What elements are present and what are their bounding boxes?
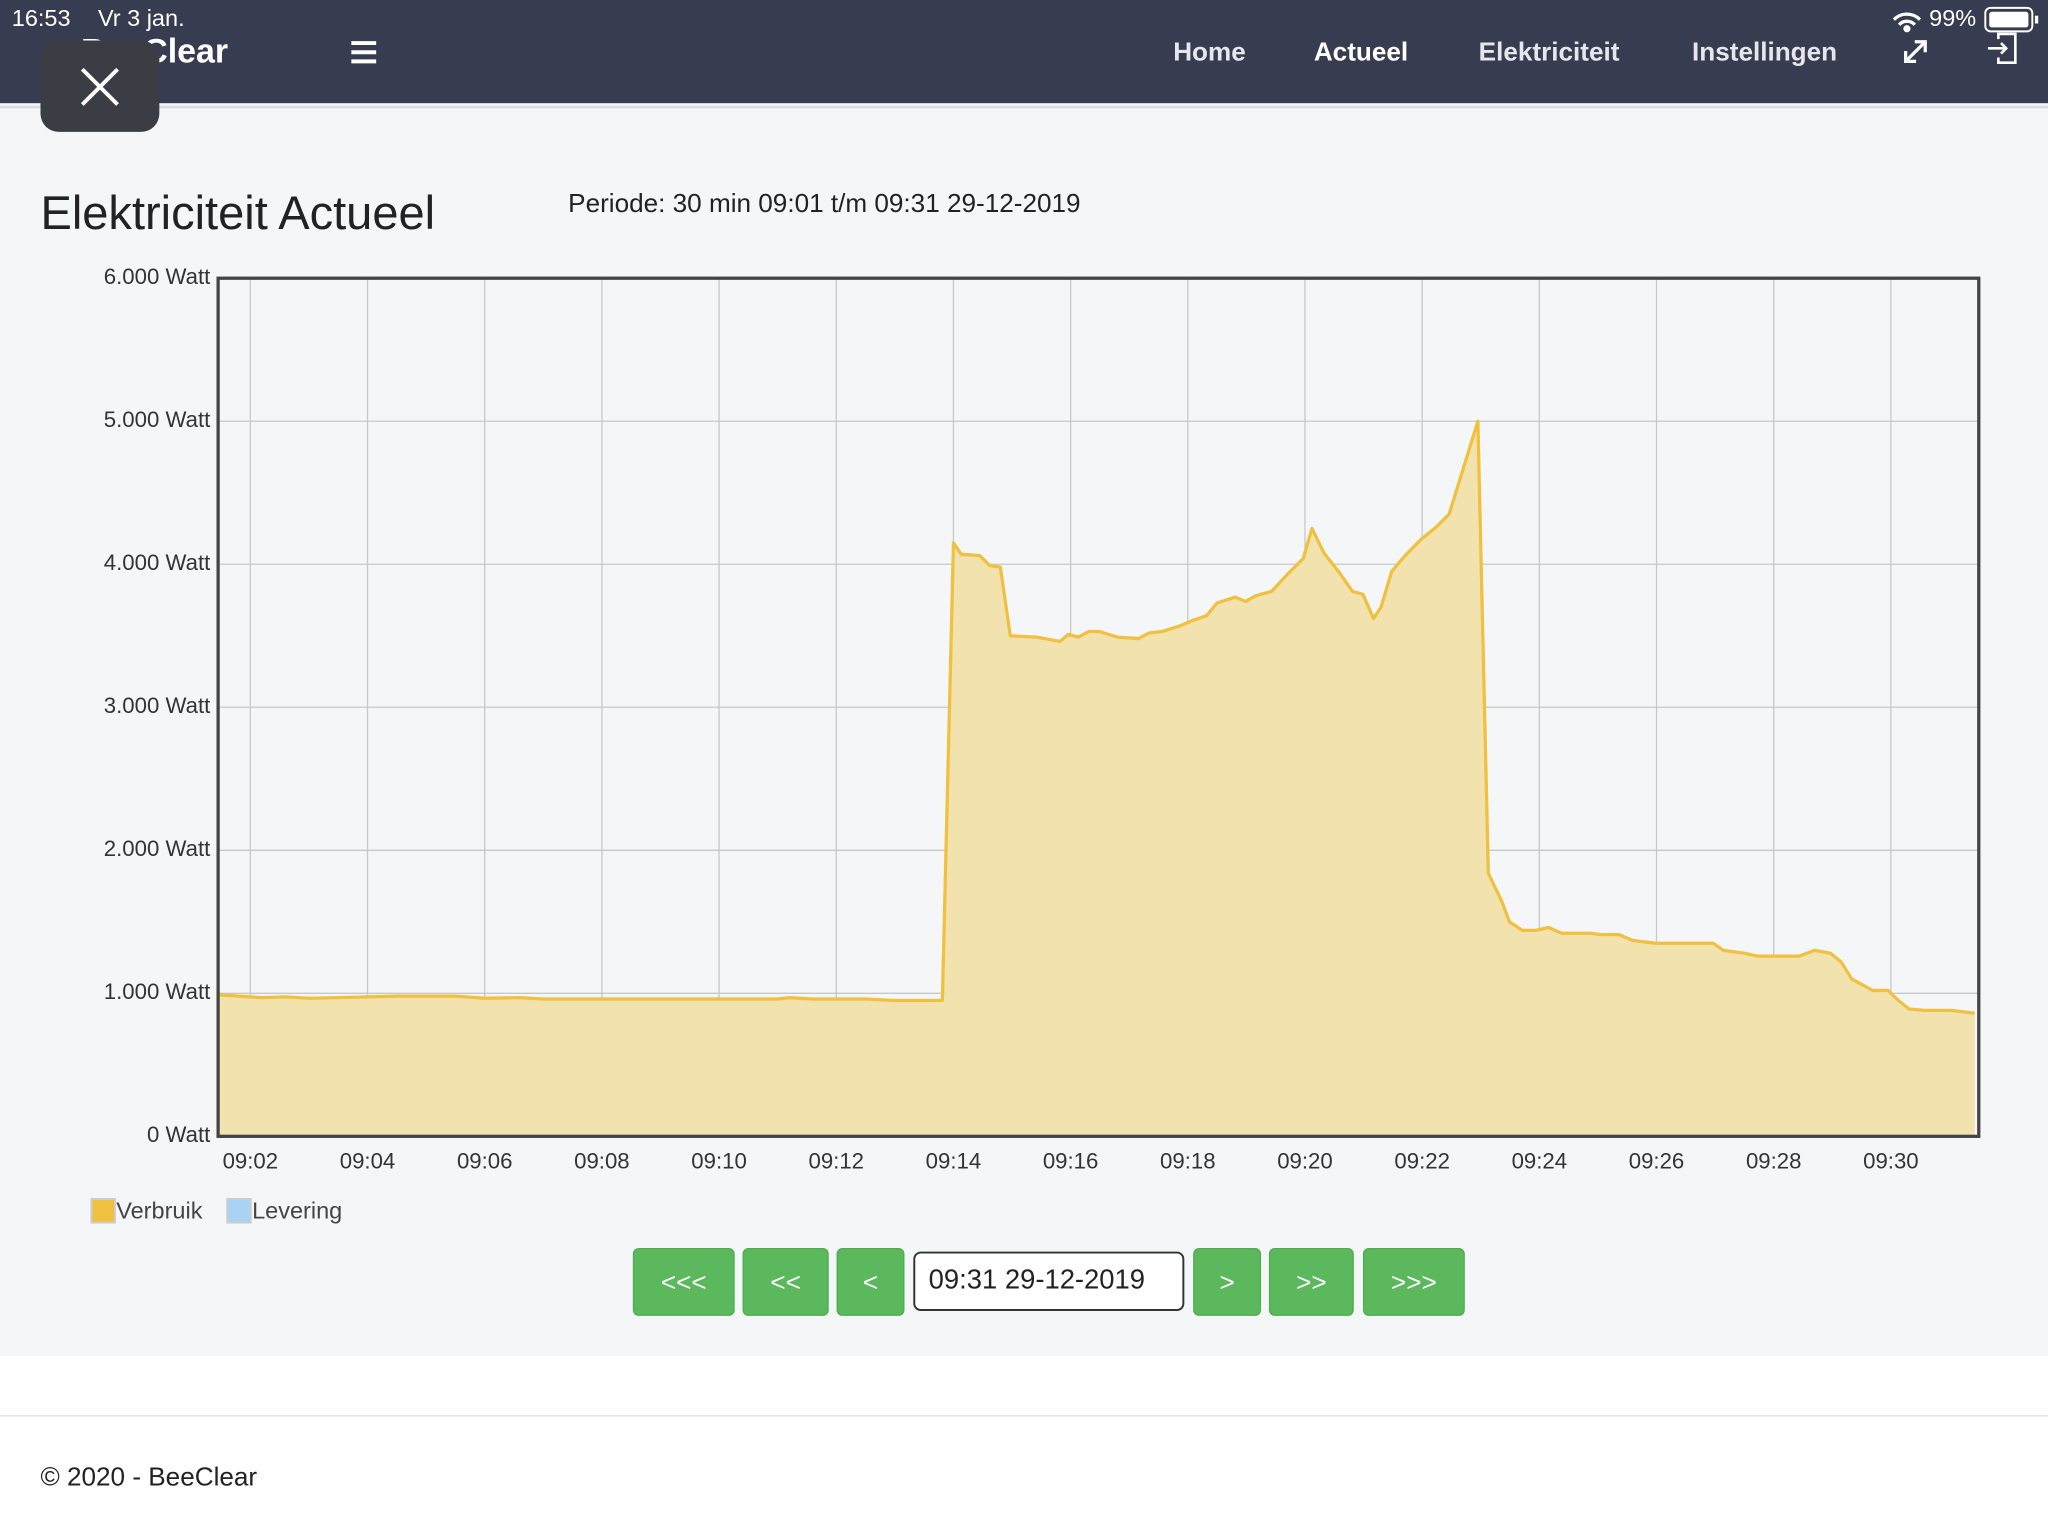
date-input-value[interactable]: 09:31 29-12-2019: [929, 1264, 1145, 1295]
y-tick-label: 5.000 Watt: [104, 407, 210, 432]
x-tick-label: 09:24: [1512, 1148, 1568, 1173]
navbar: [0, 0, 2048, 104]
x-tick-label: 09:02: [223, 1148, 279, 1173]
pager-button-label[interactable]: >>: [1296, 1267, 1327, 1297]
series-line: [218, 419, 1975, 1015]
x-tick-label: 09:04: [340, 1148, 396, 1173]
pager-button-label[interactable]: >>>: [1391, 1267, 1437, 1297]
pager-button-label[interactable]: >: [1219, 1267, 1234, 1297]
nav-link[interactable]: Instellingen: [1692, 36, 1837, 66]
x-tick-label: 09:28: [1746, 1148, 1802, 1173]
legend-label[interactable]: Levering: [252, 1197, 342, 1223]
wifi-icon: [1892, 12, 1922, 33]
nav-link-active[interactable]: Actueel: [1314, 36, 1408, 66]
footer-text: © 2020 - BeeClear: [40, 1461, 257, 1491]
x-tick-label: 09:26: [1629, 1148, 1685, 1173]
x-tick-label: 09:12: [808, 1148, 864, 1173]
pager-button[interactable]: [632, 1248, 735, 1316]
y-tick-label: 6.000 Watt: [104, 264, 210, 289]
y-tick-label: 2.000 Watt: [104, 836, 210, 861]
x-tick-label: 09:18: [1160, 1148, 1216, 1173]
legend-swatch[interactable]: [226, 1198, 252, 1224]
pager-button-label[interactable]: <: [863, 1267, 878, 1297]
y-tick-label: 1.000 Watt: [104, 979, 210, 1004]
x-tick-label: 09:16: [1043, 1148, 1099, 1173]
date-input[interactable]: [913, 1251, 1185, 1312]
x-tick-label: 09:06: [457, 1148, 513, 1173]
pager: <<< << <09:31 29-12-2019 > >> >>>: [632, 1248, 1465, 1316]
nav-link[interactable]: Elektriciteit: [1479, 36, 1620, 66]
page-title: Elektriciteit Actueel: [40, 186, 435, 239]
x-tick-label: 09:20: [1277, 1148, 1333, 1173]
pager-button[interactable]: [836, 1248, 905, 1316]
x-tick-label: 09:22: [1394, 1148, 1450, 1173]
period: Periode: 30 min 09:01 t/m 09:31 29-12-20…: [568, 188, 1080, 218]
plot-border: [216, 276, 1981, 1138]
battery-icon: [1984, 6, 2039, 33]
fullscreen-icon[interactable]: [1903, 40, 1927, 64]
y-tick-label: 0 Watt: [147, 1122, 210, 1147]
x-tick-label: 09:14: [926, 1148, 982, 1173]
legend-swatch[interactable]: [90, 1198, 116, 1224]
battery-level: 99%: [1929, 5, 1976, 31]
logout-icon[interactable]: [1987, 32, 2017, 64]
y-tick-label: 3.000 Watt: [104, 693, 210, 718]
close-button[interactable]: [40, 40, 160, 132]
pager-button[interactable]: [1268, 1248, 1354, 1316]
pager-button[interactable]: [1193, 1248, 1262, 1316]
x-tick-label: 09:08: [574, 1148, 630, 1173]
y-tick-label: 4.000 Watt: [104, 550, 210, 575]
x-tick-label: 09:30: [1863, 1148, 1919, 1173]
nav-link[interactable]: Home: [1173, 36, 1246, 66]
pager-button[interactable]: [742, 1248, 829, 1316]
status-date: Vr 3 jan.: [98, 5, 185, 31]
status-time: 16:53: [12, 5, 71, 31]
pager-button[interactable]: [1362, 1248, 1465, 1316]
series-area: [218, 421, 1975, 1137]
menu-toggle[interactable]: [351, 41, 377, 64]
x-tick-label: 09:10: [691, 1148, 747, 1173]
pager-button-label[interactable]: <<<: [661, 1267, 707, 1297]
pager-button-label[interactable]: <<: [770, 1267, 801, 1297]
legend-label[interactable]: Verbruik: [116, 1197, 202, 1223]
chart: 0 Watt 1.000 Watt 2.000 Watt 3.000 Watt 4.00…: [90, 264, 1981, 1224]
